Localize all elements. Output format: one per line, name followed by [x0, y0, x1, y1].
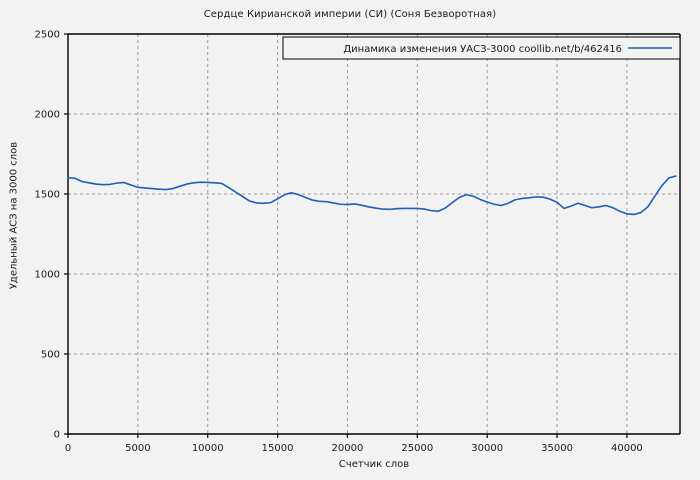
y-tick-label: 1500 [35, 190, 60, 201]
y-tick-label: 500 [41, 350, 60, 361]
y-tick-label: 1000 [35, 270, 60, 281]
y-tick-label: 2500 [35, 30, 60, 41]
chart-title: Сердце Кирианской империи (СИ) (Соня Без… [203, 9, 497, 20]
x-tick-label: 25000 [401, 443, 433, 454]
y-tick-label: 2000 [35, 110, 60, 121]
x-tick-label: 15000 [262, 443, 294, 454]
data-series-line [67, 175, 677, 216]
x-tick-label: 5000 [125, 443, 150, 454]
y-tick-label: 0 [54, 430, 60, 441]
legend-label: Динамика изменения УАСЗ-3000 coollib.net… [343, 44, 622, 55]
x-tick-label: 35000 [541, 443, 573, 454]
x-tick-label: 10000 [192, 443, 224, 454]
grid-lines [68, 34, 680, 434]
x-tick-label: 0 [65, 443, 71, 454]
plot-background [68, 34, 680, 434]
legend-box [282, 36, 681, 60]
x-tick-label: 40000 [611, 443, 643, 454]
x-axis-title: Счетчик слов [338, 459, 410, 470]
x-tick-label: 20000 [332, 443, 364, 454]
x-tick-label: 30000 [471, 443, 503, 454]
series-lines [67, 175, 677, 216]
axis-lines [67, 33, 681, 435]
chart-legend: Динамика изменения УАСЗ-3000 coollib.net… [282, 36, 681, 60]
